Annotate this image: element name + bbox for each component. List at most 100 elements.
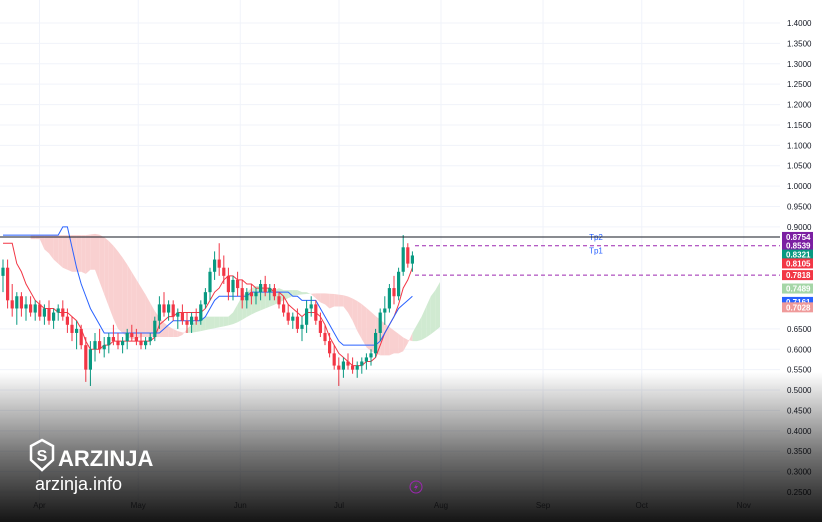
candle-body [291, 316, 295, 321]
candle-body [378, 312, 382, 333]
candle-body [314, 304, 318, 321]
cloud-segment [131, 272, 137, 340]
cloud-segment [435, 281, 440, 331]
candle-body [203, 292, 207, 305]
candle-body [6, 267, 10, 301]
cloud-segment [81, 235, 86, 274]
cloud-segment [219, 316, 224, 328]
candle-body [61, 308, 65, 317]
cloud-segment [39, 235, 45, 250]
candle-body [383, 308, 387, 313]
cloud-segment [76, 235, 82, 272]
cloud-segment [338, 294, 344, 307]
bottom-fade-overlay [0, 372, 822, 522]
candle-body [208, 271, 212, 293]
candle-body [102, 345, 106, 350]
candle-body [318, 320, 322, 333]
price-badge-label: 0.8105 [786, 259, 811, 268]
cloud-segment [90, 233, 95, 270]
candle-body [84, 345, 88, 370]
price-badge [782, 258, 813, 269]
cloud-segment [302, 292, 307, 295]
cloud-segment [127, 264, 132, 340]
candle-body [194, 316, 198, 321]
y-tick-label: 1.3000 [787, 60, 812, 69]
price-badge-label: 0.8754 [786, 233, 811, 242]
y-tick-label: 1.1500 [787, 121, 812, 130]
price-badges: 0.87540.85390.83210.81050.78180.74890.71… [782, 231, 813, 313]
cloud-segment [67, 235, 72, 272]
candle-body [125, 332, 129, 342]
cloud-segment [334, 294, 339, 307]
candle-body [323, 332, 327, 342]
candle-body [75, 328, 79, 333]
candle-body [341, 361, 345, 370]
cloud-segment [407, 332, 413, 344]
price-badge-label: 0.7028 [786, 303, 811, 312]
price-badge-label: 0.8321 [786, 251, 811, 260]
candle-body [240, 288, 244, 301]
candle-body [392, 288, 396, 297]
candle-body [332, 353, 336, 366]
price-badge-label: 0.7489 [786, 285, 811, 294]
candle-body [236, 279, 240, 289]
tenkan-line [3, 242, 413, 367]
cloud-segment [85, 234, 91, 274]
cloud-segment [108, 241, 114, 319]
cloud-segment [251, 286, 256, 315]
cloud-segment [430, 290, 436, 335]
cloud-segment [141, 287, 146, 338]
candle-body [374, 332, 378, 354]
price-badge-label: 0.7818 [786, 271, 811, 280]
cloud-segment [329, 293, 335, 309]
candle-body [286, 312, 290, 321]
y-tick-label: 1.4000 [787, 19, 812, 28]
price-badge [782, 231, 813, 242]
candle-body [56, 308, 60, 313]
arzinja-logo-icon: S [29, 438, 55, 472]
cloud-segment [292, 290, 298, 297]
cloud-segment [421, 306, 427, 340]
candle-body [406, 247, 410, 264]
price-badge [782, 283, 813, 294]
candle-body [300, 324, 304, 329]
candle-body [369, 353, 373, 358]
y-tick-label: 1.3500 [787, 39, 812, 48]
y-tick-label: 0.5500 [787, 366, 812, 375]
candle-body [226, 275, 230, 293]
cloud-segment [95, 233, 100, 282]
cloud-segment [118, 251, 123, 333]
cloud-segment [389, 326, 394, 356]
bolt-icon[interactable] [409, 480, 423, 494]
candle-body [29, 304, 33, 313]
cloud-segment [306, 292, 312, 295]
price-badge-label: 0.8539 [786, 242, 811, 251]
cloud-segment [210, 316, 215, 330]
cloud-segment [283, 290, 289, 301]
candle-body [47, 308, 51, 321]
cloud-segment [228, 312, 233, 326]
candle-body [52, 312, 56, 321]
cloud-segment [398, 333, 404, 354]
candle-body [268, 288, 272, 293]
level-label: Tp1 [589, 247, 603, 256]
cloud-segment [403, 337, 408, 352]
candle-body [231, 279, 235, 293]
candle-body [249, 292, 253, 297]
candle-body [171, 304, 175, 317]
cloud-segment [426, 296, 431, 338]
cloud-segment [49, 235, 54, 260]
ichimoku-cloud [30, 233, 440, 356]
candle-body [157, 304, 161, 321]
candle-body [111, 337, 115, 342]
cloud-segment [182, 328, 187, 335]
cloud-segment [177, 331, 183, 338]
cloud-segment [44, 235, 49, 254]
candle-body [387, 288, 391, 309]
cloud-segment [53, 235, 59, 264]
candle-body [167, 304, 171, 313]
cloud-segment [412, 324, 417, 342]
